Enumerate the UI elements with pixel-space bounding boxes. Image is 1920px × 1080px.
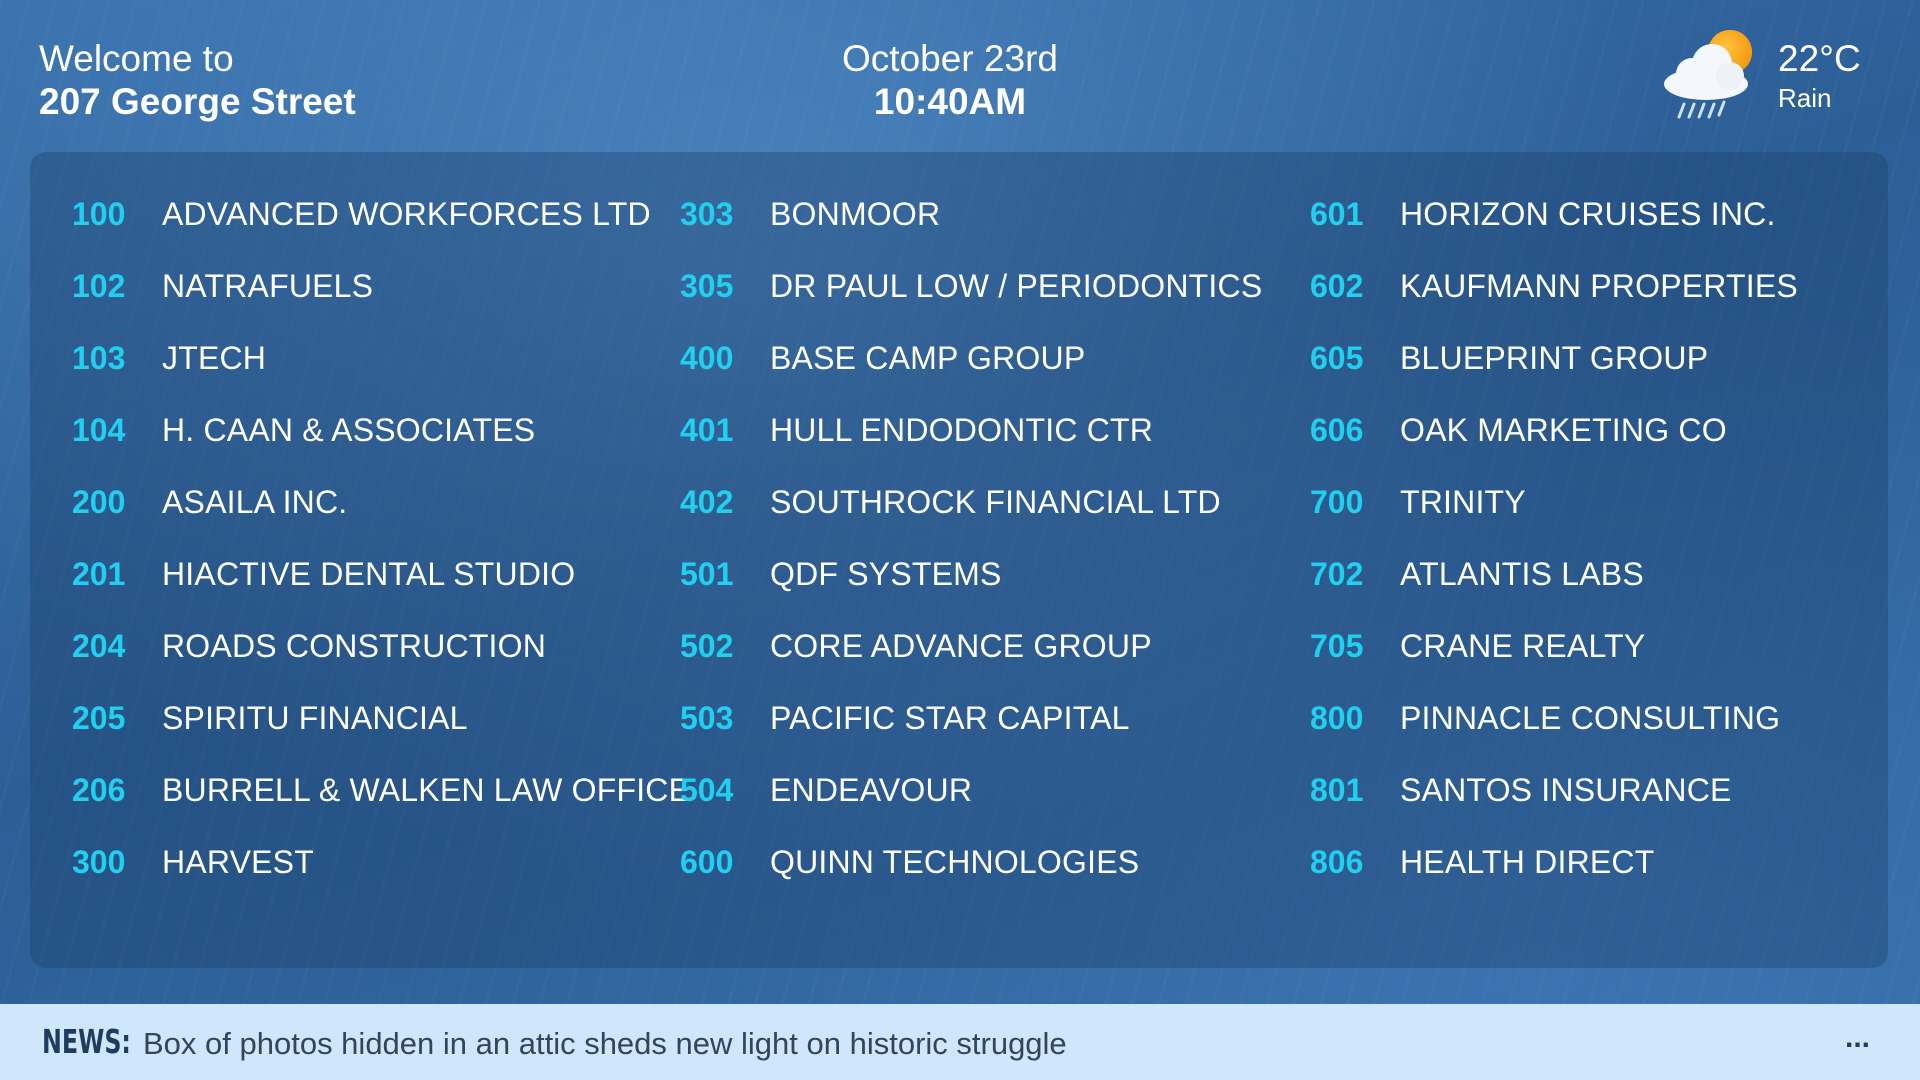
tenant-name: ATLANTIS LABS xyxy=(1400,556,1644,592)
suite-number: 501 xyxy=(680,556,734,592)
header: Welcome to 207 George Street October 23r… xyxy=(0,0,1920,150)
tenant-name: BONMOOR xyxy=(770,196,941,232)
suite-number: 204 xyxy=(72,628,126,664)
news-headline: Box of photos hidden in an attic sheds n… xyxy=(143,1026,1067,1061)
tenant-name: SPIRITU FINANCIAL xyxy=(162,700,468,736)
tenant-name: KAUFMANN PROPERTIES xyxy=(1400,268,1798,304)
suite-number: 100 xyxy=(72,196,126,232)
suite-number: 305 xyxy=(680,268,734,304)
tenant-name: HULL ENDODONTIC CTR xyxy=(770,412,1154,448)
tenant-name: PINNACLE CONSULTING xyxy=(1400,700,1781,736)
tenant-name: HARVEST xyxy=(162,844,314,880)
suite-number: 303 xyxy=(680,196,734,232)
directory-panel: 100 ADVANCED WORKFORCES LTD 102 NATRAFUELS… xyxy=(30,152,1888,968)
tenant-name: PACIFIC STAR CAPITAL xyxy=(770,700,1130,736)
suite-number: 601 xyxy=(1310,196,1364,232)
suite-number: 700 xyxy=(1310,484,1364,520)
suite-number: 806 xyxy=(1310,844,1364,880)
tenant-name: DR PAUL LOW / PERIODONTICS xyxy=(770,268,1263,304)
suite-number: 702 xyxy=(1310,556,1364,592)
tenant-name: H. CAAN & ASSOCIATES xyxy=(162,412,536,448)
welcome-block: Welcome to 207 George Street xyxy=(39,38,356,124)
suite-number: 502 xyxy=(680,628,734,664)
suite-number: 400 xyxy=(680,340,734,376)
suite-number: 705 xyxy=(1310,628,1364,664)
tenant-name: ADVANCED WORKFORCES LTD xyxy=(162,196,651,232)
tenant-name: HEALTH DIRECT xyxy=(1400,844,1655,880)
suite-number: 402 xyxy=(680,484,734,520)
suite-number: 401 xyxy=(680,412,734,448)
more-indicator: ... xyxy=(1844,1021,1870,1054)
suite-number: 602 xyxy=(1310,268,1364,304)
tenant-name: JTECH xyxy=(162,340,267,376)
suite-number: 504 xyxy=(680,772,734,808)
suite-number: 503 xyxy=(680,700,734,736)
building-name: 207 George Street xyxy=(39,81,356,122)
suite-number: 600 xyxy=(680,844,734,880)
welcome-text: Welcome to xyxy=(39,38,234,79)
tenant-name: CRANE REALTY xyxy=(1400,628,1646,664)
tenant-name: CORE ADVANCE GROUP xyxy=(770,628,1152,664)
current-date: October 23rd xyxy=(842,38,1058,79)
tenant-name: ASAILA INC. xyxy=(162,484,348,520)
suite-number: 800 xyxy=(1310,700,1364,736)
suite-number: 801 xyxy=(1310,772,1364,808)
news-ticker: NEWS: Box of photos hidden in an attic s… xyxy=(0,1004,1920,1080)
tenant-name: ENDEAVOUR xyxy=(770,772,973,808)
suite-number: 201 xyxy=(72,556,126,592)
tenant-name: HORIZON CRUISES INC. xyxy=(1400,196,1776,232)
tenant-name: OAK MARKETING CO xyxy=(1400,412,1727,448)
tenant-name: BLUEPRINT GROUP xyxy=(1400,340,1709,376)
suite-number: 300 xyxy=(72,844,126,880)
temperature: 22°C xyxy=(1778,38,1861,79)
tenant-name: NATRAFUELS xyxy=(162,268,374,304)
suite-number: 605 xyxy=(1310,340,1364,376)
date-time-block: October 23rd 10:40AM xyxy=(760,38,1140,124)
weather-widget: 22°C Rain xyxy=(1660,22,1890,122)
weather-condition: Rain xyxy=(1778,83,1832,113)
suite-number: 102 xyxy=(72,268,126,304)
suite-number: 103 xyxy=(72,340,126,376)
news-label: NEWS: xyxy=(42,1022,131,1061)
tenant-name: BASE CAMP GROUP xyxy=(770,340,1086,376)
tenant-name: QDF SYSTEMS xyxy=(770,556,1002,592)
tenant-name: HIACTIVE DENTAL STUDIO xyxy=(162,556,576,592)
suite-number: 606 xyxy=(1310,412,1364,448)
current-time: 10:40AM xyxy=(873,81,1027,122)
tenant-name: ROADS CONSTRUCTION xyxy=(162,628,547,664)
tenant-name: SOUTHROCK FINANCIAL LTD xyxy=(770,484,1221,520)
tenant-name: TRINITY xyxy=(1400,484,1526,520)
suite-number: 206 xyxy=(72,772,126,808)
tenant-name: SANTOS INSURANCE xyxy=(1400,772,1732,808)
suite-number: 104 xyxy=(72,412,126,448)
tenant-name: QUINN TECHNOLOGIES xyxy=(770,844,1140,880)
suite-number: 205 xyxy=(72,700,126,736)
rain-cloud-sun-icon xyxy=(1664,30,1752,119)
tenant-name: BURRELL & WALKEN LAW OFFICE xyxy=(162,772,691,808)
suite-number: 200 xyxy=(72,484,126,520)
